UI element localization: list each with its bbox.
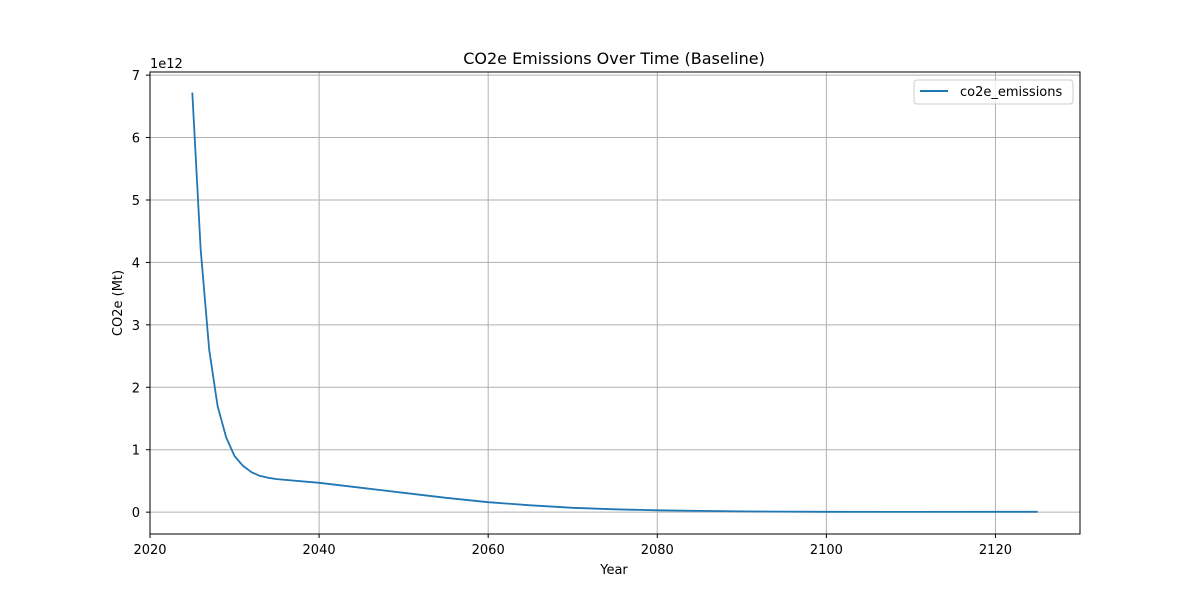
y-tick-label: 1 [132,444,140,459]
x-tick-label: 2080 [641,543,674,558]
x-tick-label: 2100 [810,543,843,558]
y-offset-label: 1e12 [150,57,183,72]
plot-frame [149,71,1081,535]
legend: co2e_emissions [913,79,1074,105]
x-tick-label: 2120 [979,543,1012,558]
tick-layer: 2020 2040 2060 2080 2100 2120 0 1 2 3 4 5 6 7 [132,69,1012,558]
legend-label: co2e_emissions [960,85,1062,100]
chart-title: CO2e Emissions Over Time (Baseline) [463,49,765,68]
x-tick-label: 2040 [303,543,336,558]
y-tick-label: 4 [132,256,140,271]
y-tick-label: 3 [132,319,140,334]
series-line-co2e_emissions [191,92,1038,513]
y-tick-label: 7 [132,69,140,84]
x-axis-label: Year [599,563,628,578]
y-axis-label: CO2e (Mt) [111,270,126,336]
x-tick-label: 2060 [472,543,505,558]
legend-box [913,79,1074,105]
y-tick-label: 2 [132,381,140,396]
y-tick-label: 6 [132,132,140,147]
y-tick-label: 5 [132,194,140,209]
x-tick-label: 2020 [133,543,166,558]
line-layer [191,92,1038,513]
y-tick-label: 0 [132,506,140,521]
